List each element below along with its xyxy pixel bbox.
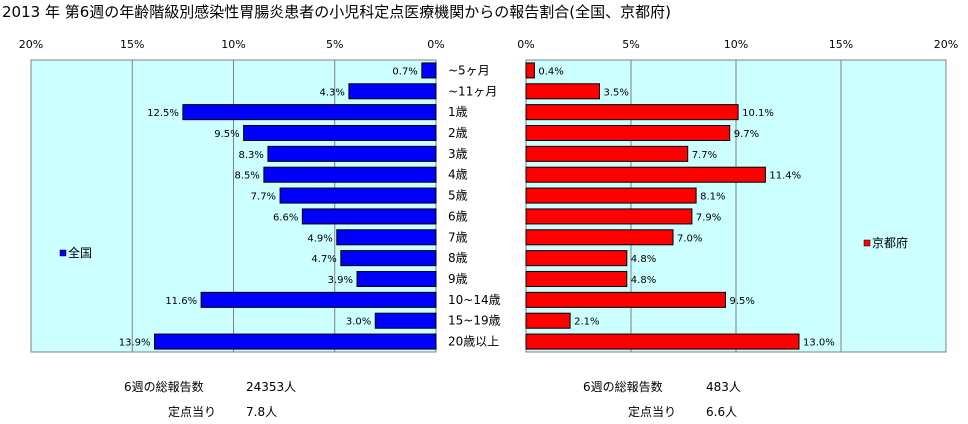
category-label: 4歳: [448, 168, 468, 182]
category-label: 10~14歳: [448, 293, 501, 307]
national-bar: [356, 270, 437, 288]
category-label: 7歳: [448, 230, 468, 244]
category-label: 9歳: [448, 272, 468, 286]
kyoto-legend-swatch: [863, 239, 871, 247]
legends: 全国 京都府: [59, 235, 908, 260]
kyoto-bar: [525, 166, 766, 183]
category-label: 5歳: [448, 189, 468, 203]
kyoto-bar: [525, 291, 726, 308]
national-bar: [279, 187, 437, 204]
kyoto-total-value: 483人: [706, 380, 741, 394]
left-tick-label: 10%: [221, 38, 245, 51]
kyoto-bar: [525, 104, 739, 121]
kyoto-value-label: 10.1%: [742, 108, 774, 119]
kyoto-per-site-value: 6.6人: [706, 405, 738, 419]
national-legend-swatch: [59, 249, 67, 257]
national-bar: [348, 83, 437, 100]
national-per-site-label: 定点当り: [168, 405, 217, 419]
right-tick-label: 10%: [724, 38, 748, 51]
kyoto-bar: [525, 124, 731, 142]
category-label: 1歳: [448, 105, 468, 119]
national-value-label: 3.9%: [328, 275, 353, 286]
kyoto-bar: [525, 208, 693, 225]
national-value-label: 4.7%: [311, 254, 336, 265]
national-bar: [374, 312, 437, 329]
national-per-site-value: 7.8人: [246, 405, 278, 419]
kyoto-value-label: 4.8%: [631, 254, 656, 265]
category-label: 8歳: [448, 251, 468, 265]
right-tick-label: 5%: [622, 38, 639, 51]
kyoto-value-label: 11.4%: [769, 171, 801, 182]
national-total-value: 24353人: [246, 380, 297, 394]
national-value-label: 6.6%: [273, 212, 298, 223]
national-bar: [154, 333, 437, 350]
national-value-label: 11.6%: [165, 296, 197, 307]
national-bar: [421, 62, 437, 79]
national-value-label: 4.3%: [320, 87, 345, 98]
kyoto-value-label: 0.4%: [538, 66, 563, 77]
category-labels: ~5ヶ月 ~11ヶ月 1歳 2歳 3歳 4歳 5歳 6歳 7歳 8歳 9歳 10~14歳 15~19歳 2…: [448, 63, 501, 348]
category-label: 15~19歳: [448, 314, 501, 328]
category-label: ~11ヶ月: [448, 84, 497, 98]
category-label: 6歳: [448, 209, 468, 223]
national-value-label: 8.5%: [234, 171, 259, 182]
kyoto-total-label: 6週の総報告数: [583, 380, 663, 394]
kyoto-bar: [525, 83, 600, 100]
kyoto-value-label: 4.8%: [631, 275, 656, 286]
kyoto-value-label: 7.0%: [677, 233, 702, 244]
national-value-label: 7.7%: [251, 192, 276, 203]
kyoto-value-label: 3.5%: [604, 87, 629, 98]
kyoto-value-label: 7.9%: [696, 212, 721, 223]
kyoto-bar: [525, 229, 674, 246]
right-plot-panel: 0% 5% 10% 15% 20% 0.4% 3.5% 10.1% 9.7% 7.7% 11.4% 8…: [517, 38, 958, 353]
national-bar: [340, 250, 437, 267]
kyoto-bar: [525, 250, 628, 267]
national-legend-label: 全国: [68, 245, 92, 260]
national-bar: [263, 166, 437, 183]
category-label: 3歳: [448, 147, 468, 161]
right-tick-label: 20%: [934, 38, 958, 51]
national-bar: [301, 208, 437, 225]
category-label: 2歳: [448, 126, 468, 140]
national-value-label: 0.7%: [392, 66, 417, 77]
kyoto-bar: [525, 270, 628, 288]
right-tick-label: 15%: [829, 38, 853, 51]
chart-title: 2013 年 第6週の年齢階級別感染性胃腸炎患者の小児科定点医療機関からの報告割…: [2, 3, 671, 21]
national-bar: [200, 291, 437, 308]
kyoto-per-site-label: 定点当り: [628, 405, 677, 419]
national-bar: [182, 104, 437, 121]
kyoto-value-label: 9.7%: [734, 129, 759, 140]
national-value-label: 4.9%: [307, 233, 332, 244]
national-value-label: 9.5%: [214, 129, 239, 140]
left-tick-label: 20%: [19, 38, 43, 51]
kyoto-value-label: 2.1%: [574, 317, 599, 328]
national-bar: [267, 145, 437, 162]
national-value-label: 12.5%: [147, 108, 179, 119]
kyoto-bar: [525, 145, 689, 162]
kyoto-bar: [525, 187, 697, 204]
kyoto-value-label: 13.0%: [803, 338, 835, 349]
category-label: ~5ヶ月: [448, 63, 490, 77]
national-bar: [336, 229, 437, 246]
right-tick-label: 0%: [517, 38, 534, 51]
left-tick-label: 15%: [120, 38, 144, 51]
national-value-label: 3.0%: [346, 317, 371, 328]
category-label: 20歳以上: [448, 335, 499, 349]
kyoto-value-label: 8.1%: [700, 192, 725, 203]
kyoto-value-label: 7.7%: [692, 150, 717, 161]
left-plot-panel: 0% 5% 10% 15% 20% 0.7% 4.3% 12.5% 9.5%8.3% 8.5% 7.…: [19, 38, 445, 353]
national-value-label: 8.3%: [239, 150, 264, 161]
kyoto-value-label: 9.5%: [730, 296, 755, 307]
left-tick-label: 0%: [427, 38, 444, 51]
kyoto-bar: [525, 333, 800, 350]
kyoto-legend-label: 京都府: [872, 235, 908, 250]
kyoto-bar: [525, 312, 571, 329]
left-tick-label: 5%: [326, 38, 343, 51]
national-total-label: 6週の総報告数: [124, 380, 204, 394]
kyoto-bar: [525, 62, 535, 79]
national-value-label: 13.9%: [119, 338, 151, 349]
national-bar: [243, 124, 437, 142]
